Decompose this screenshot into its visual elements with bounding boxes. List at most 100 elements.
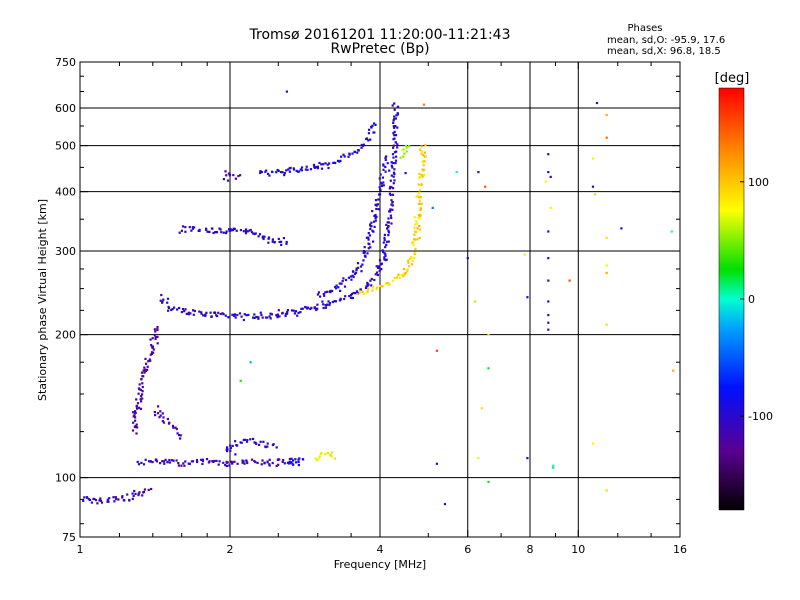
echo-point <box>210 315 213 318</box>
echo-point <box>285 90 288 93</box>
echo-point <box>233 460 236 463</box>
echo-point <box>156 335 159 338</box>
echo-point <box>411 259 414 263</box>
echo-point <box>155 460 159 463</box>
echo-point <box>222 231 225 234</box>
echo-point <box>260 170 263 174</box>
echo-point <box>244 232 248 235</box>
echo-point <box>145 362 148 365</box>
echo-point <box>294 458 297 461</box>
echo-point <box>226 446 229 449</box>
echo-point <box>150 487 153 491</box>
echo-point <box>379 188 382 191</box>
echo-point <box>421 160 424 163</box>
echo-point <box>327 300 330 303</box>
echo-point <box>242 438 245 442</box>
echo-point <box>367 139 370 142</box>
echo-point <box>271 238 274 241</box>
echo-point <box>209 311 212 314</box>
echo-point <box>318 161 321 165</box>
echo-point <box>327 166 330 170</box>
echo-point <box>620 227 623 230</box>
echo-point <box>393 151 397 154</box>
echo-point <box>234 177 237 180</box>
echo-point <box>171 424 175 427</box>
echo-point <box>312 163 316 166</box>
echo-point <box>377 208 380 211</box>
echo-point <box>392 175 395 178</box>
echo-point <box>273 241 276 244</box>
echo-point <box>418 172 421 175</box>
echo-point <box>141 397 144 400</box>
echo-point <box>144 369 148 373</box>
echo-point <box>286 311 289 314</box>
echo-point <box>140 371 144 374</box>
echo-point <box>201 460 205 463</box>
echo-point <box>389 208 392 211</box>
echo-point <box>415 222 418 225</box>
echo-point <box>304 168 307 171</box>
echo-point <box>150 344 153 347</box>
echo-point <box>259 171 262 175</box>
echo-point <box>158 416 161 419</box>
echo-point <box>205 311 208 314</box>
echo-point <box>142 369 145 372</box>
echo-point <box>392 156 395 159</box>
echo-point <box>547 321 550 324</box>
echo-point <box>294 310 298 313</box>
echo-point <box>297 464 300 467</box>
echo-point <box>292 309 295 312</box>
echo-point <box>379 181 382 184</box>
echo-point <box>331 300 334 304</box>
echo-point <box>364 286 368 290</box>
echo-point <box>282 458 285 462</box>
echo-point <box>289 166 292 169</box>
echo-point <box>191 226 194 229</box>
echo-point <box>128 498 131 502</box>
echo-point <box>418 202 421 205</box>
echo-point <box>236 462 239 465</box>
echo-point <box>187 462 190 465</box>
echo-point <box>356 151 359 154</box>
echo-point <box>339 159 342 162</box>
echo-point <box>257 235 260 238</box>
echo-point <box>419 214 422 217</box>
echo-point <box>343 155 346 158</box>
echo-point <box>155 458 158 461</box>
echo-point <box>272 443 275 446</box>
echo-point <box>258 443 261 446</box>
echo-point <box>300 166 304 169</box>
echo-point <box>378 259 382 262</box>
echo-point <box>151 351 154 354</box>
echo-point <box>388 187 391 190</box>
echo-point <box>362 143 366 146</box>
echo-point <box>168 458 171 462</box>
echo-point <box>177 462 180 465</box>
echo-point <box>226 461 229 464</box>
echo-point <box>222 313 225 316</box>
echo-point <box>316 293 319 296</box>
echo-point <box>381 285 384 288</box>
echo-point <box>393 108 396 111</box>
echo-point <box>369 223 372 226</box>
echo-point <box>231 462 234 465</box>
echo-point <box>419 213 422 216</box>
echo-point <box>383 252 386 255</box>
echo-point <box>285 169 288 172</box>
echo-point <box>154 335 157 338</box>
echo-point <box>261 235 264 238</box>
echo-point <box>156 326 159 329</box>
echo-point <box>388 169 391 172</box>
echo-point <box>408 144 411 148</box>
echo-point <box>275 171 278 174</box>
echo-point <box>201 458 204 461</box>
x-axis-label: Frequency [MHz] <box>334 558 426 571</box>
echo-point <box>591 157 595 160</box>
echo-point <box>380 184 384 188</box>
echo-point <box>375 265 378 268</box>
echo-point <box>412 244 415 247</box>
echo-point <box>408 265 411 268</box>
phases-box-line-o: mean, sd,O: -95.9, 17.6 <box>607 35 725 46</box>
echo-point <box>225 460 228 463</box>
echo-point <box>161 412 164 415</box>
